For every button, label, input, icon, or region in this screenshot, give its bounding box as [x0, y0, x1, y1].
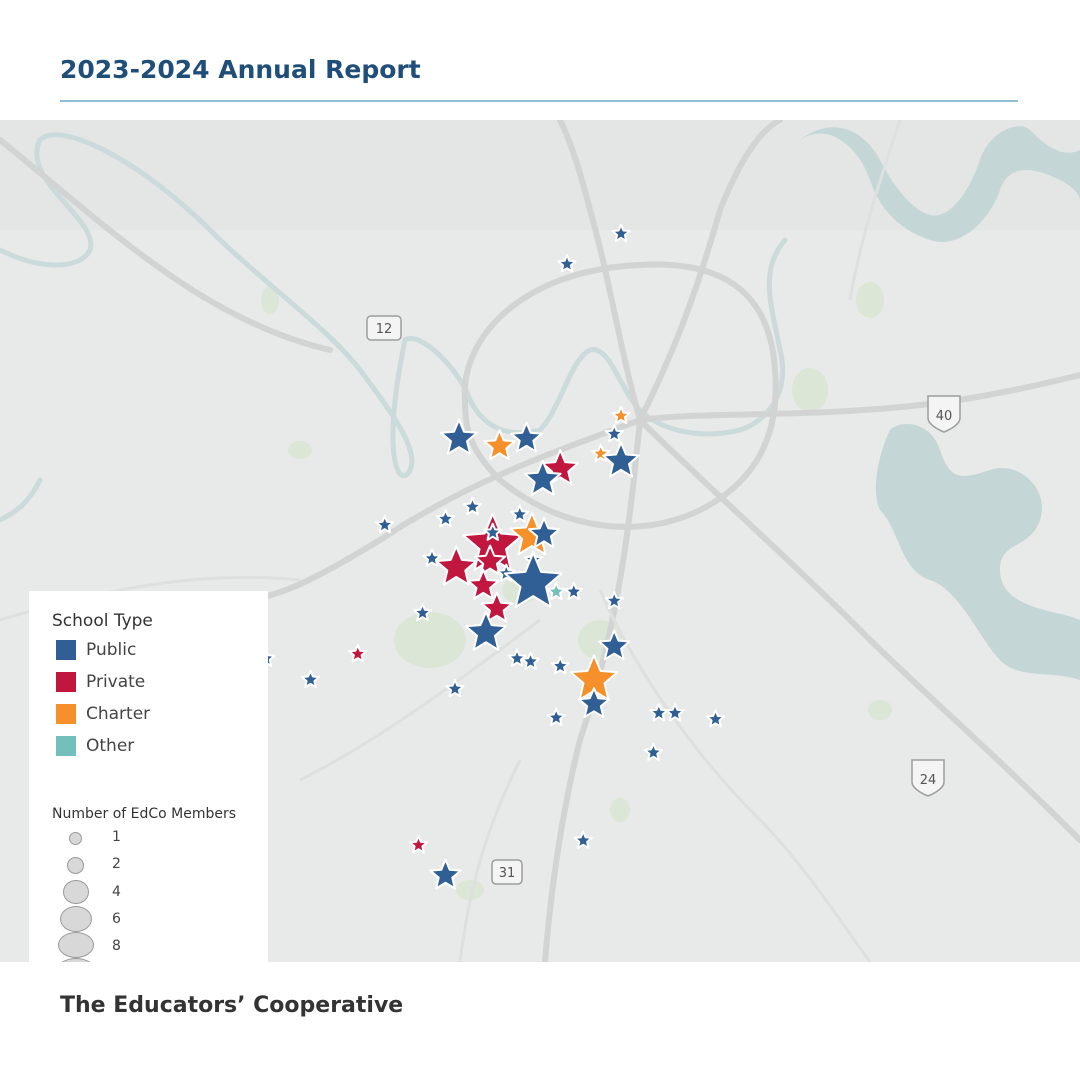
school-markers-layer	[256, 223, 726, 890]
school-marker-public[interactable]	[462, 496, 483, 516]
school-marker-public[interactable]	[523, 459, 562, 496]
school-marker-private[interactable]	[480, 591, 513, 623]
size-circle-icon	[69, 832, 82, 845]
school-marker-public[interactable]	[643, 742, 663, 761]
school-marker-public[interactable]	[564, 581, 584, 601]
school-marker-public[interactable]	[503, 551, 563, 608]
school-marker-private[interactable]	[473, 544, 507, 576]
legend-item-charter[interactable]: Charter	[56, 703, 150, 725]
svg-text:31: 31	[499, 866, 516, 881]
organization-name: The Educators’ Cooperative	[60, 993, 404, 1018]
school-marker-public[interactable]	[598, 629, 631, 661]
legend-item-other[interactable]: Other	[56, 735, 134, 757]
size-label-6: 6	[112, 911, 121, 927]
svg-text:24: 24	[920, 773, 937, 788]
school-marker-public[interactable]	[649, 703, 669, 722]
size-label-2: 2	[112, 856, 121, 872]
us-route-12-shield: 12	[366, 315, 402, 341]
member-count-legend-title: Number of EdCo Members	[52, 806, 237, 822]
legend-label-other: Other	[86, 736, 135, 756]
header-divider	[60, 100, 1018, 102]
school-marker-public[interactable]	[440, 418, 478, 455]
school-marker-private[interactable]	[467, 568, 500, 600]
report-header: 2023-2024 Annual Report	[60, 52, 1018, 102]
school-marker-public[interactable]	[507, 648, 527, 667]
interstate-24-shield: 24	[911, 759, 945, 797]
school-marker-charter[interactable]	[611, 405, 631, 425]
school-marker-public[interactable]	[435, 509, 456, 528]
school-marker-public[interactable]	[429, 858, 462, 890]
school-marker-public[interactable]	[483, 522, 503, 541]
school-marker-public[interactable]	[573, 830, 593, 849]
lake-layer	[800, 126, 1080, 680]
legend-item-private[interactable]: Private	[56, 671, 145, 693]
school-marker-public[interactable]	[375, 515, 395, 534]
interstate-40-shield: 40	[927, 395, 961, 433]
roads-layer	[0, 120, 1080, 962]
river-layer	[0, 132, 788, 523]
charter-swatch	[56, 704, 76, 724]
school-type-legend-title: School Type	[52, 611, 153, 631]
school-marker-public[interactable]	[546, 707, 566, 726]
size-legend-row-4: 4	[29, 880, 229, 907]
svg-text:40: 40	[936, 409, 953, 424]
us-route-31-shield: 31	[491, 859, 523, 885]
legend-item-public[interactable]: Public	[56, 639, 136, 661]
school-marker-public[interactable]	[521, 651, 541, 670]
school-marker-public[interactable]	[557, 254, 577, 273]
school-marker-public[interactable]	[445, 678, 465, 698]
school-marker-public[interactable]	[705, 709, 726, 728]
size-label-4: 4	[112, 884, 121, 900]
school-marker-public[interactable]	[413, 603, 433, 622]
size-circle-icon	[56, 958, 96, 962]
size-circle-icon	[60, 906, 92, 932]
school-marker-charter[interactable]	[483, 429, 516, 461]
school-marker-public[interactable]	[604, 424, 624, 443]
school-marker-public[interactable]	[510, 421, 543, 453]
school-marker-public[interactable]	[527, 517, 561, 549]
svg-text:12: 12	[376, 322, 393, 337]
public-swatch	[56, 640, 76, 660]
school-marker-public[interactable]	[665, 703, 685, 722]
school-marker-private[interactable]	[348, 644, 368, 663]
school-marker-public[interactable]	[611, 223, 631, 243]
size-legend-row-1: 1	[29, 829, 229, 855]
school-marker-public[interactable]	[604, 590, 624, 610]
size-legend-row-10: 10	[29, 958, 229, 962]
size-label-8: 8	[112, 938, 121, 954]
size-circle-icon	[67, 857, 84, 874]
school-marker-public[interactable]	[510, 504, 530, 523]
legend-label-public: Public	[86, 640, 137, 660]
other-swatch	[56, 736, 76, 756]
size-circle-icon	[63, 880, 89, 904]
size-legend-row-8: 8	[29, 932, 229, 959]
school-marker-other[interactable]	[546, 581, 566, 601]
school-marker-private[interactable]	[435, 545, 478, 586]
legend-label-private: Private	[86, 672, 146, 692]
school-marker-public[interactable]	[577, 687, 611, 718]
school-map[interactable]: 12 40 24 31 School Type Public Private C…	[0, 120, 1080, 962]
school-marker-private[interactable]	[408, 835, 429, 854]
school-marker-public[interactable]	[602, 441, 640, 478]
size-legend-row-2: 2	[29, 856, 229, 882]
school-marker-public[interactable]	[550, 656, 570, 675]
size-legend-row-6: 6	[29, 906, 229, 933]
report-title: 2023-2024 Annual Report	[60, 55, 421, 84]
legend-label-charter: Charter	[86, 704, 151, 724]
school-marker-public[interactable]	[300, 669, 321, 689]
size-label-1: 1	[112, 829, 121, 845]
school-marker-public[interactable]	[465, 610, 507, 651]
private-swatch	[56, 672, 76, 692]
size-circle-icon	[58, 932, 94, 958]
map-legend: School Type Public Private Charter Other…	[29, 591, 268, 962]
